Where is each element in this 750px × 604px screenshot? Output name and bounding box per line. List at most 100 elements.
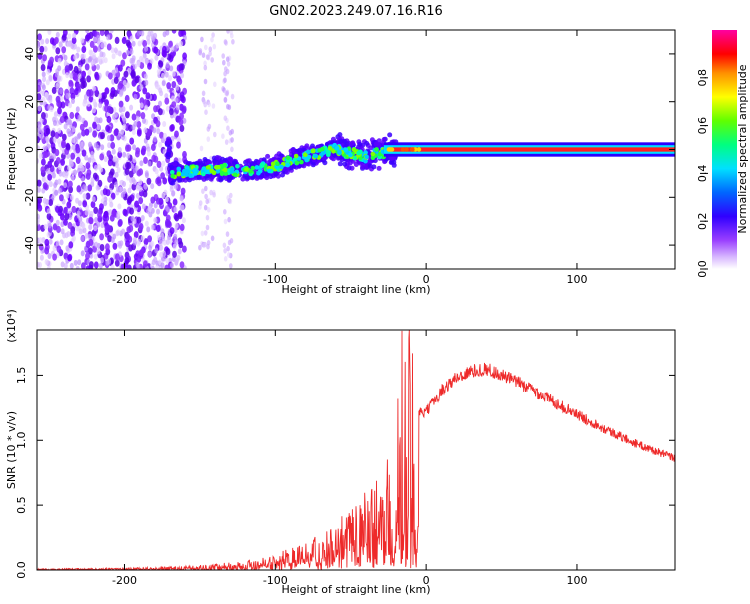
spectrogram-noise-dot [175,257,180,264]
spectrogram-noise-dot [37,204,43,212]
spectrogram-noise-dot [223,97,228,103]
spectrogram-noise-dot [57,127,62,134]
spectrogram-noise-dot [226,61,231,67]
spectrogram-ridge-dot [342,138,348,144]
spectrogram-ridge-dot [366,150,372,156]
spectrogram-band-dot [400,147,406,152]
spectrogram-noise-dot [71,126,76,133]
spectrogram-noise-dot [121,134,125,141]
spectrogram-ridge-dot [338,138,344,144]
spectrogram-noise-dot [45,135,50,142]
spectrogram-noise-dot [129,48,134,55]
spectrogram-ridge-core-dot [304,157,309,163]
spectrogram-noise-dot [113,47,118,54]
spectrogram-noise-dot [165,62,170,69]
spectrogram-noise-dot [99,203,104,211]
spectrogram-noise-dot [42,197,47,204]
spectrogram-noise-dot [82,227,87,234]
spectrogram-noise-dot [55,157,61,165]
spectrogram-noise-dot [89,50,94,57]
spectrogram-noise-dot [158,108,163,116]
spectrogram-noise-dot [222,242,227,249]
spectrogram-ridge-core-dot [320,150,326,156]
spectrogram-noise-dot [138,168,144,176]
spectrogram-noise-dot [171,190,176,197]
spectrogram-noise-dot [66,201,72,209]
spectrogram-noise-dot [41,84,46,91]
spectrogram-noise-dot [81,45,87,54]
spectrogram-noise-dot [86,32,91,41]
spectrogram-noise-dot [173,183,178,190]
spectrogram-noise-dot [161,80,166,87]
spectrogram-y-tick-label: 0 [23,146,36,153]
spectrogram-ridge-dot [232,160,237,166]
spectrogram-noise-dot [127,187,132,194]
spectrogram-noise-dot [182,245,187,253]
spectrogram-noise-dot [69,72,74,79]
spectrogram-noise-dot [205,214,210,221]
spectrogram-y-tick-label: 20 [23,95,36,109]
spectrogram-noise-dot [68,214,73,220]
spectrogram-noise-dot [90,60,95,67]
spectrogram-noise-dot [207,123,212,130]
spectrogram-noise-dot [182,150,187,159]
spectrogram-ridge-core-dot [306,154,312,160]
spectrogram-ridge-core-dot [192,167,198,173]
spectrogram-noise-dot [65,142,71,150]
spectrogram-noise-dot [55,95,61,103]
spectrogram-x-tick-label: -200 [112,273,137,286]
spectrogram-noise-dot [118,218,123,227]
spectrogram-noise-dot [131,183,137,191]
spectrogram-noise-dot [81,262,86,269]
spectrogram-noise-dot [44,247,50,255]
spectrogram-noise-dot [56,80,61,87]
spectrogram-noise-dot [202,98,206,105]
colorbar-gradient [712,30,737,269]
spectrogram-noise-dot [138,249,144,257]
spectrogram-noise-dot [125,82,130,89]
spectrogram-noise-dot [70,152,76,160]
spectrogram-noise-dot [41,237,46,243]
spectrogram-noise-dot [227,252,231,258]
spectrogram-x-ticks: -200 -100 0 100 [112,30,587,286]
spectrogram-noise-dot [162,177,168,185]
spectrogram-ridge-dot [268,174,274,180]
spectrogram-noise-dot [213,81,217,88]
spectrogram-noise-dot [117,150,123,159]
spectrogram-noise-dot [78,228,83,235]
spectrogram-noise-dot [182,117,187,124]
spectrogram-noise-dot [149,58,154,65]
spectrogram-ridge-core-dot [348,152,353,158]
spectrogram-noise-dot [154,247,159,254]
spectrogram-noise-dot [103,57,108,64]
spectrogram-noise-dot [134,76,140,84]
spectrogram-noise-dot [223,255,228,262]
spectrogram-noise-dot [114,111,118,118]
spectrogram-noise-dot [80,81,86,89]
spectrogram-ridge-core-dot [244,167,249,172]
spectrogram-ridge-core-dot [250,165,256,171]
spectrogram-noise-dot [162,255,166,262]
spectrogram-ridge-core-dot [303,152,308,157]
spectrogram-noise-dot [62,30,68,37]
spectrogram-noise-dot [179,124,185,132]
spectrogram-ridge-dot [245,158,250,164]
spectrogram-ridge-core-dot [204,169,210,175]
spectrogram-noise-dot [46,212,52,221]
spectrogram-noise-dot [61,46,67,54]
spectrogram-noise-dot [206,136,211,142]
spectrogram-noise-dot [161,72,165,79]
spectrogram-noise-dot [129,104,134,111]
spectrogram-noise-dot [106,224,112,232]
spectrogram-noise-dot [86,75,91,83]
spectrogram-noise-dot [92,121,97,129]
spectrogram-noise-dot [142,99,148,107]
spectrogram-noise-dot [155,265,160,269]
spectrogram-noise-dot [77,73,82,80]
spectrogram-noise-dot [171,81,177,89]
spectrogram-noise-dot [57,75,61,82]
spectrogram-noise-dot [227,216,231,223]
colorbar-tick-label: 0.2 [696,212,709,230]
spectrogram-noise-dot [114,162,119,168]
spectrogram-noise-dot [59,116,65,124]
